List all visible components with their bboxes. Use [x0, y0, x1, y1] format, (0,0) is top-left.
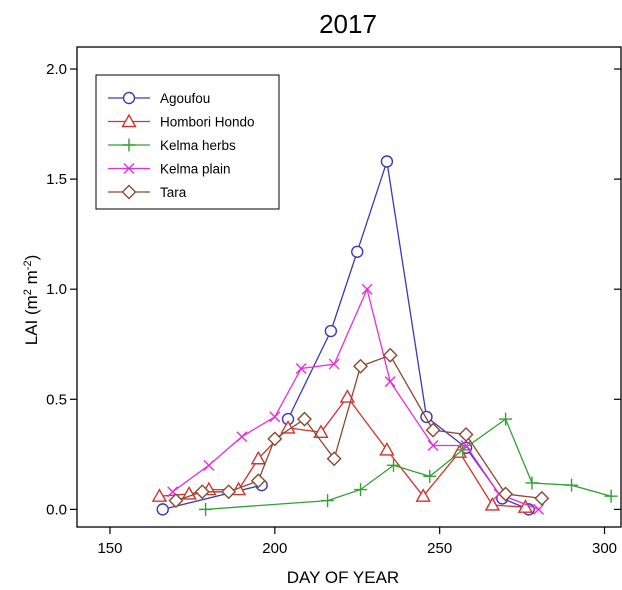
legend-label: Hombori Hondo — [160, 115, 255, 130]
data-point-kelma-plain — [460, 440, 472, 452]
legend-item-kelma-herbs: Kelma herbs — [108, 138, 236, 153]
legend-label: Agoufou — [160, 91, 210, 106]
legend-label: Kelma plain — [160, 162, 231, 177]
data-point-kelma-plain — [269, 411, 281, 423]
data-point-agoufou — [156, 503, 169, 516]
data-point-tara — [382, 347, 398, 363]
y-tick-label: 0.0 — [46, 501, 67, 518]
data-point-agoufou — [351, 245, 364, 258]
data-point-agoufou — [324, 324, 338, 338]
x-axis-title: DAY OF YEAR — [287, 568, 399, 587]
data-point-hombori-hondo — [181, 486, 197, 500]
series-kelma-plain — [167, 283, 545, 515]
y-axis-title-sup1: 2 — [22, 289, 34, 295]
y-axis-title-main: LAI (m — [22, 295, 41, 345]
series-hombori-hondo — [151, 389, 534, 513]
data-point-kelma-plain — [295, 362, 307, 374]
series-kelma-herbs — [199, 412, 618, 516]
data-point-kelma-herbs — [321, 494, 335, 508]
series-layer — [151, 155, 618, 516]
plot-frame — [76, 46, 622, 528]
data-point-hombori-hondo — [151, 488, 168, 502]
series-line-kelma-herbs — [205, 418, 612, 511]
data-point-tara — [425, 422, 441, 438]
legend-item-kelma-plain: Kelma plain — [108, 162, 231, 177]
data-point-hombori-hondo — [313, 424, 329, 439]
legend-marker — [121, 184, 137, 200]
x-tick-label: 250 — [427, 540, 452, 557]
data-point-hombori-hondo — [484, 497, 501, 511]
legend-label: Kelma herbs — [160, 138, 236, 153]
legend-entries: Agoufou Hombori Hondo Kelma herbs Kelma pla… — [108, 91, 255, 200]
series-line-agoufou — [287, 161, 529, 510]
data-point-agoufou — [380, 155, 394, 168]
data-point-tara — [458, 427, 474, 443]
data-point-kelma-plain — [203, 459, 215, 471]
data-point-kelma-plain — [384, 376, 396, 388]
data-point-kelma-herbs — [499, 412, 513, 426]
data-point-tara — [534, 490, 550, 506]
data-point-kelma-plain — [328, 358, 340, 370]
data-point-tara — [326, 451, 342, 467]
series-line-tara — [175, 354, 542, 502]
data-point-kelma-herbs — [199, 502, 213, 516]
data-point-tara — [250, 473, 266, 489]
legend-item-tara: Tara — [108, 184, 187, 200]
data-point-kelma-plain — [361, 283, 373, 295]
legend-marker — [123, 163, 135, 174]
data-point-kelma-herbs — [565, 478, 579, 492]
y-axis-title: LAI (m2 m-2) — [22, 255, 41, 346]
data-point-hombori-hondo — [517, 499, 534, 513]
series-line-kelma-plain — [172, 287, 539, 511]
data-point-tara — [498, 486, 514, 502]
data-point-tara — [194, 484, 210, 500]
data-point-hombori-hondo — [379, 442, 395, 456]
data-point-kelma-herbs — [604, 489, 618, 503]
data-point-tara — [221, 484, 237, 500]
legend-marker — [122, 91, 136, 105]
data-point-kelma-herbs — [354, 483, 368, 497]
y-axis-title-end: ) — [22, 255, 41, 261]
y-tick-label: 2.0 — [46, 61, 67, 78]
x-tick-label: 150 — [97, 540, 122, 557]
series-line-agoufou — [162, 484, 262, 511]
legend-marker — [121, 113, 137, 128]
data-point-hombori-hondo — [250, 450, 267, 465]
data-point-kelma-plain — [533, 503, 545, 515]
x-tick-label: 200 — [262, 540, 287, 557]
data-point-tara — [168, 493, 184, 509]
data-point-tara — [297, 411, 312, 427]
y-axis-title-mid: m — [22, 270, 41, 289]
data-point-kelma-herbs — [387, 458, 401, 472]
legend-item-agoufou: Agoufou — [108, 91, 210, 106]
axes-layer: 150 200 250 300 0.0 0.5 1.0 1.5 2.0 — [46, 61, 621, 557]
legend-label: Tara — [160, 185, 187, 200]
legend-item-hombori-hondo: Hombori Hondo — [108, 113, 255, 130]
y-tick-label: 1.0 — [46, 281, 67, 298]
y-tick-label: 1.5 — [46, 171, 67, 188]
data-point-kelma-herbs — [423, 469, 437, 483]
data-point-tara — [267, 431, 283, 447]
legend: Agoufou Hombori Hondo Kelma herbs Kelma pla… — [95, 74, 280, 210]
legend-marker — [122, 138, 136, 152]
chart-title: 2017 — [319, 9, 377, 39]
data-point-kelma-plain — [427, 440, 439, 452]
data-point-tara — [353, 358, 369, 374]
data-point-kelma-herbs — [525, 476, 539, 490]
series-tara — [168, 347, 550, 509]
data-point-hombori-hondo — [415, 488, 431, 502]
y-tick-label: 0.5 — [46, 391, 67, 408]
data-point-kelma-plain — [236, 431, 248, 443]
y-axis-title-sup2: -2 — [22, 260, 34, 270]
x-tick-label: 300 — [592, 540, 617, 557]
